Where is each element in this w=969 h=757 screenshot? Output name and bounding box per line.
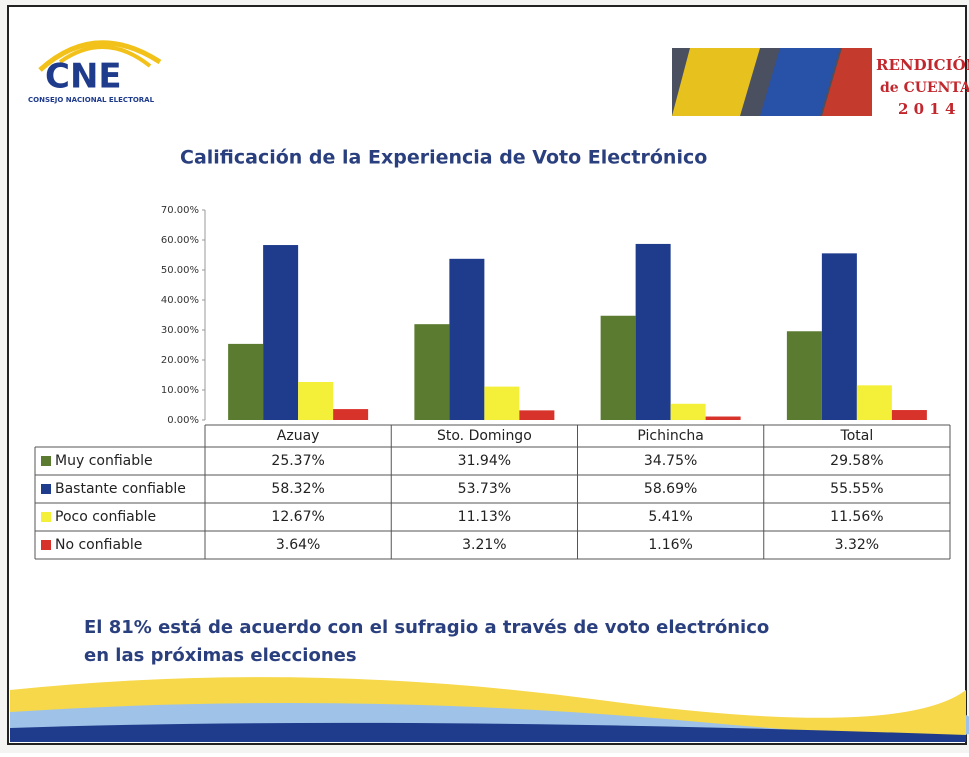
bar xyxy=(228,343,264,420)
table-value: 34.75% xyxy=(644,453,697,469)
report-title: RENDICIÓN xyxy=(876,56,969,74)
table-value: 12.67% xyxy=(271,509,324,525)
x-tick-label: Pichincha xyxy=(637,428,704,444)
legend-label: No confiable xyxy=(55,537,142,553)
logo-arc xyxy=(58,44,152,68)
chart-title: Calificación de la Experiencia de Voto E… xyxy=(180,147,707,169)
x-tick-label: Azuay xyxy=(277,428,320,444)
table-value: 11.13% xyxy=(458,509,511,525)
y-tick-label: 30.00% xyxy=(161,325,199,336)
table-value: 29.58% xyxy=(830,453,883,469)
y-tick-label: 60.00% xyxy=(161,235,199,246)
legend-label: Muy confiable xyxy=(55,453,153,469)
banner-stripe xyxy=(672,48,760,116)
table-value: 25.37% xyxy=(271,453,324,469)
y-tick-label: 50.00% xyxy=(161,265,199,276)
logo-subtitle: CONSEJO NACIONAL ELECTORAL xyxy=(28,96,155,104)
table-value: 11.56% xyxy=(830,509,883,525)
bar xyxy=(484,386,520,420)
bar xyxy=(670,403,706,420)
bar xyxy=(786,331,822,420)
table-value: 53.73% xyxy=(458,481,511,497)
legend-swatch xyxy=(41,540,51,550)
table-value: 3.64% xyxy=(276,537,320,553)
table-value: 3.32% xyxy=(835,537,879,553)
header-banner xyxy=(672,48,872,116)
bar xyxy=(891,410,927,420)
table-value: 3.21% xyxy=(462,537,506,553)
table-value: 58.32% xyxy=(271,481,324,497)
footer-note: El 81% está de acuerdo con el sufragio a… xyxy=(84,617,769,638)
bar xyxy=(263,245,299,420)
y-tick-label: 20.00% xyxy=(161,355,199,366)
banner-stripe xyxy=(822,48,872,116)
table-value: 58.69% xyxy=(644,481,697,497)
bar xyxy=(519,410,555,420)
legend-swatch xyxy=(41,456,51,466)
table-value: 1.16% xyxy=(648,537,692,553)
y-tick-label: 10.00% xyxy=(161,385,199,396)
logo-text: CNE xyxy=(45,57,122,97)
banner-stripe xyxy=(760,48,840,116)
y-tick-label: 0.00% xyxy=(167,415,199,426)
bar xyxy=(856,385,892,420)
x-tick-label: Total xyxy=(840,428,874,444)
logo-arc xyxy=(38,40,162,72)
bar xyxy=(298,381,334,420)
bar xyxy=(414,324,450,420)
legend-label: Bastante confiable xyxy=(55,481,186,497)
report-year: 2 0 1 4 xyxy=(898,100,955,118)
bar xyxy=(449,258,485,420)
y-tick-label: 70.00% xyxy=(161,205,199,216)
x-tick-label: Sto. Domingo xyxy=(437,428,532,444)
report-title: de CUENTAS xyxy=(880,80,969,96)
table-value: 5.41% xyxy=(648,509,692,525)
bar xyxy=(821,253,857,420)
legend-swatch xyxy=(41,512,51,522)
footer-note: en las próximas elecciones xyxy=(84,645,357,666)
bar xyxy=(333,409,369,420)
y-tick-label: 40.00% xyxy=(161,295,199,306)
bar xyxy=(635,243,671,420)
legend-swatch xyxy=(41,484,51,494)
footer-swoosh xyxy=(10,722,966,742)
bar xyxy=(705,416,741,420)
table-value: 31.94% xyxy=(458,453,511,469)
legend-label: Poco confiable xyxy=(55,509,156,525)
table-value: 55.55% xyxy=(830,481,883,497)
bar xyxy=(600,315,636,420)
